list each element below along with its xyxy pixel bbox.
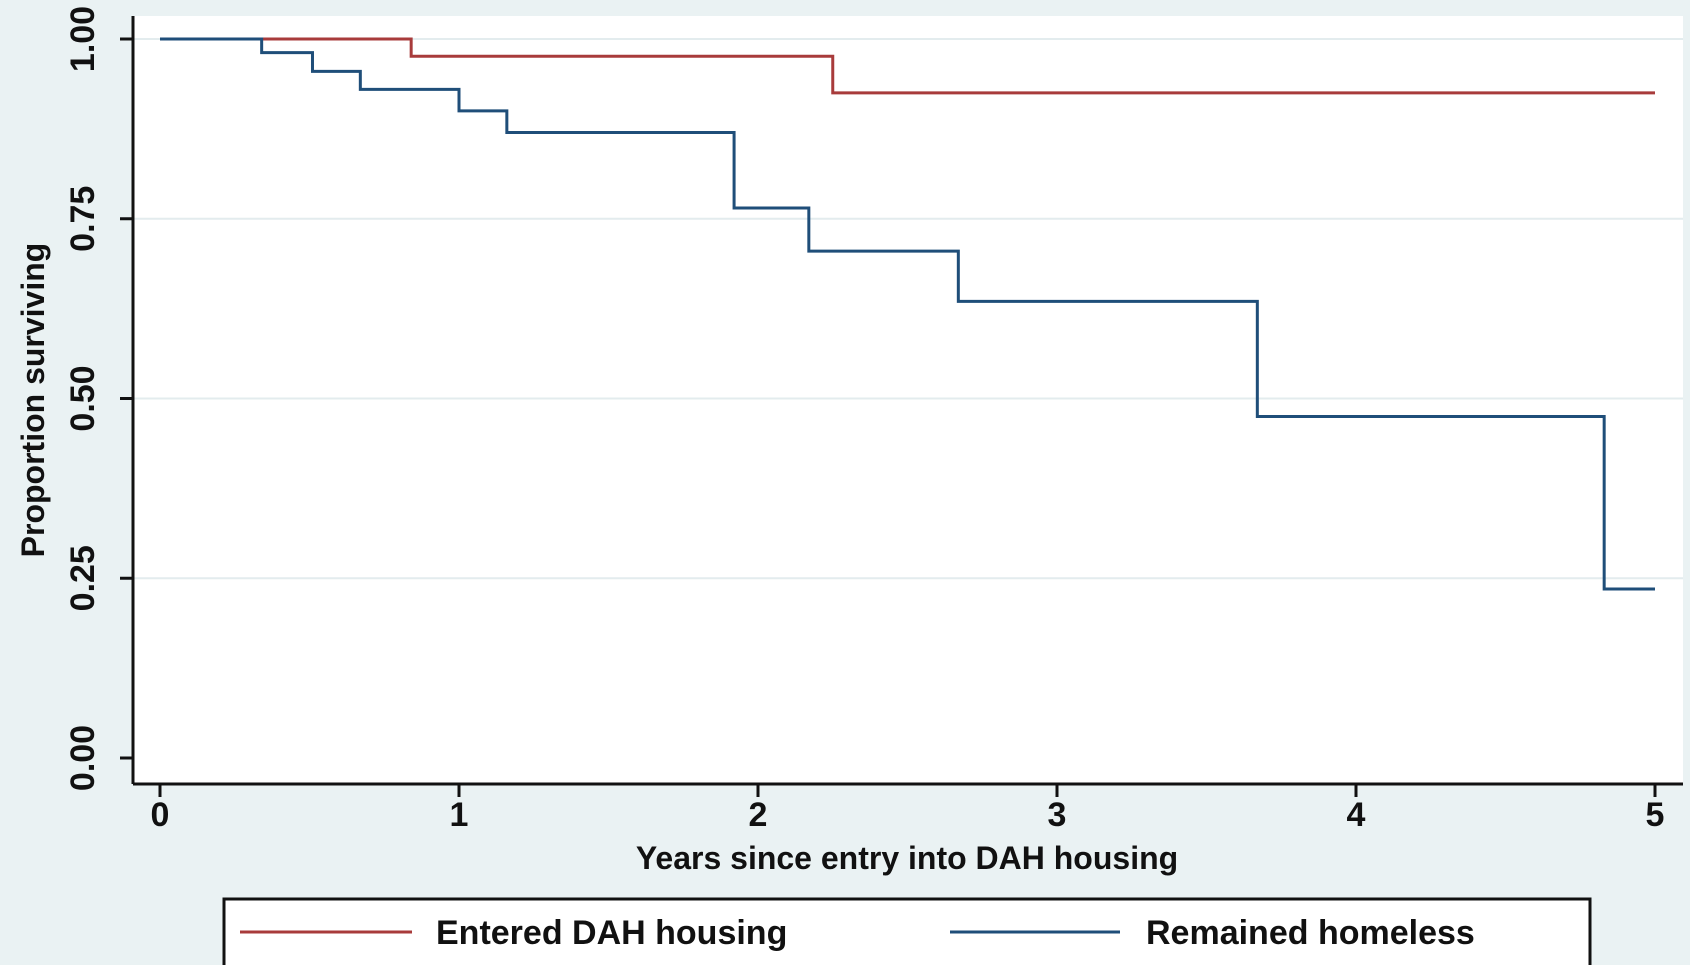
- series-line-remained-homeless: [160, 37, 1655, 591]
- legend-label-remained: Remained homeless: [1146, 914, 1475, 952]
- y-tick-label: 0.50: [64, 365, 102, 431]
- y-tick-label: 0.75: [64, 186, 102, 252]
- legend: Entered DAH housing Remained homeless: [222, 897, 1592, 965]
- y-axis-ticks: 0.00 0.25 0.50 0.75 1.00: [64, 6, 133, 791]
- legend-label-entered: Entered DAH housing: [436, 914, 787, 952]
- x-axis-title: Years since entry into DAH housing: [636, 840, 1178, 876]
- y-tick-label: 0.25: [64, 545, 102, 611]
- plot-area: [133, 16, 1683, 784]
- x-axis-ticks: 0 1 2 3 4 5: [151, 784, 1665, 834]
- y-tick-label: 1.00: [64, 6, 102, 72]
- legend-box: [222, 897, 1592, 965]
- x-tick-label: 4: [1347, 796, 1366, 834]
- y-axis-title: Proportion surviving: [15, 243, 51, 558]
- x-tick-label: 3: [1048, 796, 1067, 834]
- x-tick-label: 2: [749, 796, 768, 834]
- x-tick-label: 0: [151, 796, 170, 834]
- series-line-entered-dah-housing: [160, 37, 1655, 95]
- series-lines: [160, 37, 1655, 591]
- x-tick-label: 5: [1646, 796, 1665, 834]
- x-tick-label: 1: [450, 796, 469, 834]
- y-tick-label: 0.00: [64, 725, 102, 791]
